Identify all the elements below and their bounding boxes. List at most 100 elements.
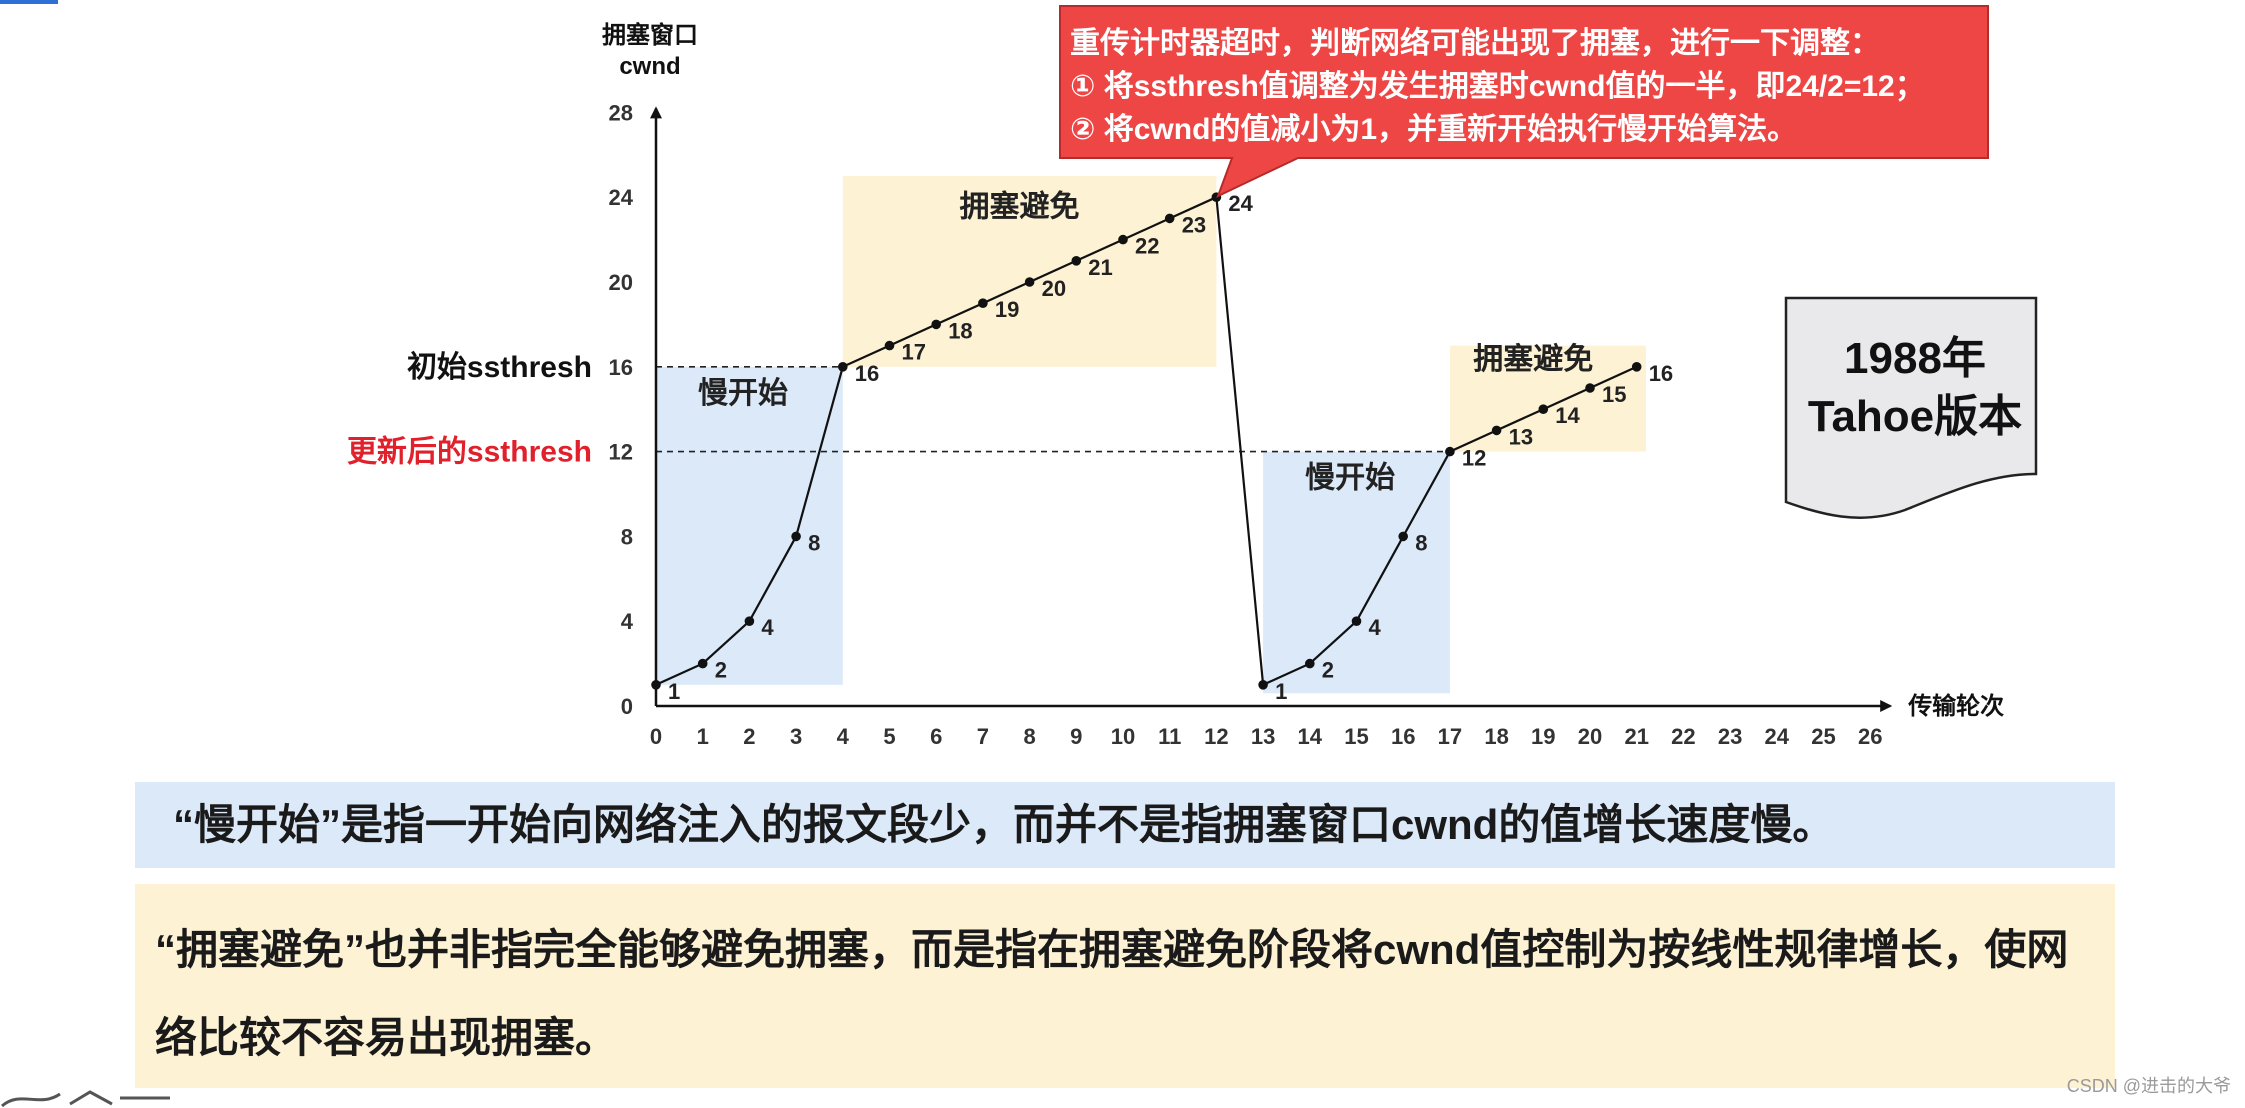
data-point-label: 2 — [1322, 658, 1334, 683]
data-point — [1118, 234, 1128, 245]
threshold-label-0: 初始ssthresh — [407, 351, 592, 384]
phase-region-label-0: 慢开始 — [698, 377, 788, 410]
phase-region-label-2: 慢开始 — [1305, 462, 1395, 495]
x-tick-label: 26 — [1858, 724, 1882, 749]
data-point-label: 17 — [902, 340, 926, 365]
x-tick-label: 4 — [837, 724, 850, 749]
data-point — [1445, 446, 1455, 457]
x-tick-label: 20 — [1578, 724, 1602, 749]
data-point — [1351, 616, 1362, 626]
data-point-label: 16 — [855, 361, 879, 386]
data-point — [791, 531, 801, 542]
x-tick-label: 23 — [1718, 724, 1742, 749]
phase-region-3 — [1449, 345, 1647, 452]
x-tick-label: 16 — [1391, 724, 1415, 749]
y-tick-label: 16 — [609, 355, 633, 380]
y-axis-title-line-1: 拥塞窗口 — [602, 21, 698, 49]
x-tick-label: 24 — [1765, 724, 1790, 749]
y-tick-label: 0 — [621, 694, 633, 719]
data-point-label: 14 — [1555, 403, 1580, 428]
x-tick-label: 21 — [1624, 724, 1648, 749]
x-tick-label: 8 — [1023, 724, 1035, 749]
data-point-label: 12 — [1462, 446, 1486, 471]
x-tick-label: 18 — [1484, 724, 1508, 749]
version-label: 1988年 Tahoe版本 — [1790, 330, 2040, 446]
data-point — [1024, 277, 1035, 287]
data-point-label: 8 — [1415, 530, 1427, 555]
data-point — [744, 616, 755, 626]
data-point — [651, 680, 661, 690]
cwnd-chart: 0 1 2 3 4 5 6 7 8 9 10 11 12 13 14 15 16 17 18 19 20 21 22 23 24… — [347, 5, 2038, 749]
x-tick-label: 1 — [697, 724, 709, 749]
corner-scribble-graphic — [1, 1090, 170, 1108]
y-axis-title-line-2: cwnd — [619, 53, 680, 80]
x-tick-label: 17 — [1438, 724, 1462, 749]
data-point-label: 4 — [761, 615, 774, 640]
x-tick-label: 25 — [1811, 724, 1835, 749]
y-tick-label: 4 — [621, 609, 634, 634]
phase-region-2 — [1263, 451, 1450, 694]
data-point-label: 20 — [1042, 276, 1066, 301]
version-name: Tahoe版本 — [1807, 392, 2023, 441]
phase-region-1 — [842, 176, 1217, 367]
data-point-label: 2 — [715, 658, 727, 683]
data-point-label: 18 — [948, 318, 972, 343]
data-point-label: 1 — [668, 679, 680, 704]
x-tick-label: 5 — [883, 724, 895, 749]
x-tick-label: 15 — [1344, 724, 1368, 749]
y-tick-label: 8 — [621, 524, 633, 549]
congestion-avoidance-note: “拥塞避免”也并非指完全能够避免拥塞，而是指在拥塞避免阶段将cwnd值控制为按线… — [135, 884, 2115, 1088]
callout-line-2: ① 将ssthresh值调整为发生拥塞时cwnd值的一半，即24/2=12； — [1070, 70, 1925, 103]
data-point-label: 16 — [1649, 361, 1673, 386]
callout-line-1: 重传计时器超时，判断网络可能出现了拥塞，进行一下调整： — [1070, 27, 1880, 60]
threshold-label-1: 更新后的ssthresh — [347, 436, 592, 469]
x-tick-label: 3 — [790, 724, 802, 749]
data-point — [1491, 425, 1502, 436]
y-tick-label: 12 — [609, 440, 633, 465]
x-tick-label: 2 — [743, 724, 755, 749]
x-tick-label: 0 — [650, 724, 662, 749]
data-point-label: 19 — [995, 297, 1019, 322]
x-axis-title: 传输轮次 — [1907, 692, 2004, 720]
data-point — [1631, 362, 1642, 372]
data-point-label: 15 — [1602, 382, 1626, 407]
x-tick-label: 10 — [1111, 724, 1135, 749]
x-tick-label: 6 — [930, 724, 942, 749]
y-tick-label: 24 — [609, 185, 634, 210]
x-tick-label: 7 — [977, 724, 989, 749]
data-point-label: 1 — [1275, 679, 1287, 704]
data-point — [978, 298, 988, 309]
data-point-label: 23 — [1182, 212, 1206, 237]
data-point — [1305, 658, 1315, 669]
phase-region-label-3: 拥塞避免 — [1473, 342, 1593, 376]
callout-box — [1059, 5, 1989, 198]
data-point — [697, 658, 708, 669]
top-accent-bar — [0, 0, 58, 4]
x-tick-label: 9 — [1070, 724, 1082, 749]
x-tick-label: 12 — [1204, 724, 1228, 749]
data-point — [1538, 404, 1549, 415]
x-tick-label: 11 — [1158, 724, 1181, 749]
phase-region-0 — [656, 366, 843, 685]
data-point-label: 21 — [1088, 255, 1112, 280]
x-tick-label: 19 — [1531, 724, 1555, 749]
callout-text: 重传计时器超时，判断网络可能出现了拥塞，进行一下调整： ① 将ssthresh值… — [1070, 22, 1980, 151]
data-point — [1398, 531, 1408, 542]
data-point — [1258, 680, 1268, 690]
data-point-label: 13 — [1509, 424, 1533, 449]
data-point — [884, 340, 895, 351]
x-tick-label: 13 — [1251, 724, 1275, 749]
data-point — [1164, 213, 1175, 224]
data-point-label: 4 — [1369, 615, 1382, 640]
y-tick-label: 28 — [609, 100, 633, 125]
data-point — [838, 362, 848, 372]
x-tick-label: 22 — [1671, 724, 1695, 749]
data-point-label: 8 — [808, 530, 820, 555]
data-point-label: 22 — [1135, 234, 1159, 259]
data-point — [1071, 255, 1082, 266]
data-point-label: 24 — [1228, 191, 1253, 216]
version-year: 1988年 — [1844, 334, 1986, 383]
y-tick-label: 20 — [609, 270, 633, 295]
version-box — [1784, 296, 2038, 519]
callout-line-3: ② 将cwnd的值减小为1，并重新开始执行慢开始算法。 — [1070, 113, 1798, 146]
